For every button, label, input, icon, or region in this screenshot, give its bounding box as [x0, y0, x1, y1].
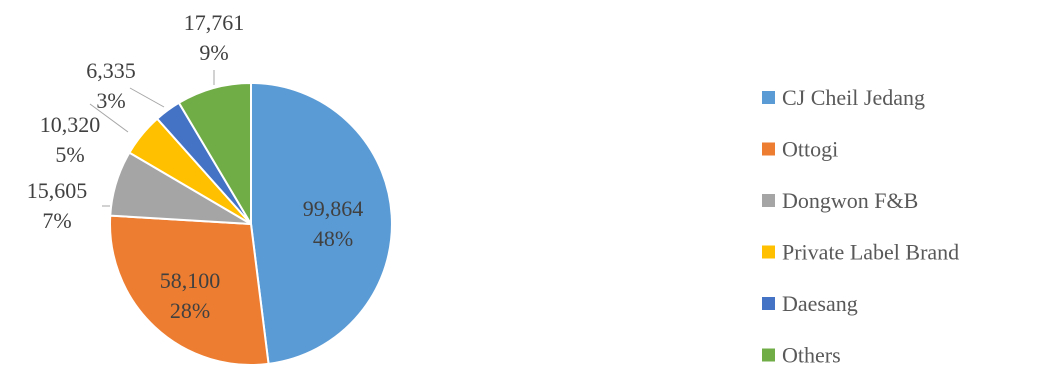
- percent-label-others: 9%: [199, 40, 228, 65]
- pie-slice-others: [177, 81, 252, 228]
- legend-label-ottogi: Ottogi: [782, 137, 838, 162]
- legend-label-cj-cheil-jedang: CJ Cheil Jedang: [782, 85, 925, 110]
- pie-slices: [109, 81, 393, 366]
- value-label-private-label-brand: 10,320: [40, 112, 101, 137]
- pie-slice-cj-cheil-jedang: [250, 81, 393, 366]
- legend-swatch-dongwon-f-b: [762, 194, 775, 207]
- legend-swatch-ottogi: [762, 142, 775, 156]
- leader-lines: [89, 70, 215, 207]
- percent-label-private-label-brand: 5%: [55, 142, 84, 167]
- percent-label-ottogi: 28%: [170, 298, 210, 323]
- leader-line-daesang: [129, 87, 165, 108]
- value-label-cj-cheil-jedang: 99,864: [303, 196, 364, 221]
- percent-label-dongwon-f-b: 7%: [42, 208, 71, 233]
- value-label-ottogi: 58,100: [160, 268, 221, 293]
- percent-label-cj-cheil-jedang: 48%: [313, 226, 353, 251]
- legend-swatch-cj-cheil-jedang: [762, 91, 775, 104]
- percent-label-daesang: 3%: [96, 88, 125, 113]
- legend-label-private-label-brand: Private Label Brand: [782, 240, 959, 265]
- pie-slice-ottogi: [109, 214, 270, 366]
- value-label-dongwon-f-b: 15,605: [27, 178, 88, 203]
- legend-swatch-daesang: [762, 297, 775, 310]
- data-labels: 99,864 48% 58,100 28% 15,605 7% 10,320 5% 6,335 3…: [27, 10, 364, 323]
- legend-label-others: Others: [782, 343, 841, 367]
- value-label-others: 17,761: [184, 10, 245, 35]
- legend-label-dongwon-f-b: Dongwon F&B: [782, 188, 918, 213]
- value-label-daesang: 6,335: [86, 58, 136, 83]
- leader-line-private-label-brand: [89, 103, 129, 133]
- legend-label-daesang: Daesang: [782, 291, 858, 316]
- legend-swatch-private-label-brand: [762, 245, 775, 259]
- legend-swatch-others: [762, 348, 775, 362]
- legend: CJ Cheil Jedang Ottogi Dongwon F&B Private …: [762, 85, 959, 368]
